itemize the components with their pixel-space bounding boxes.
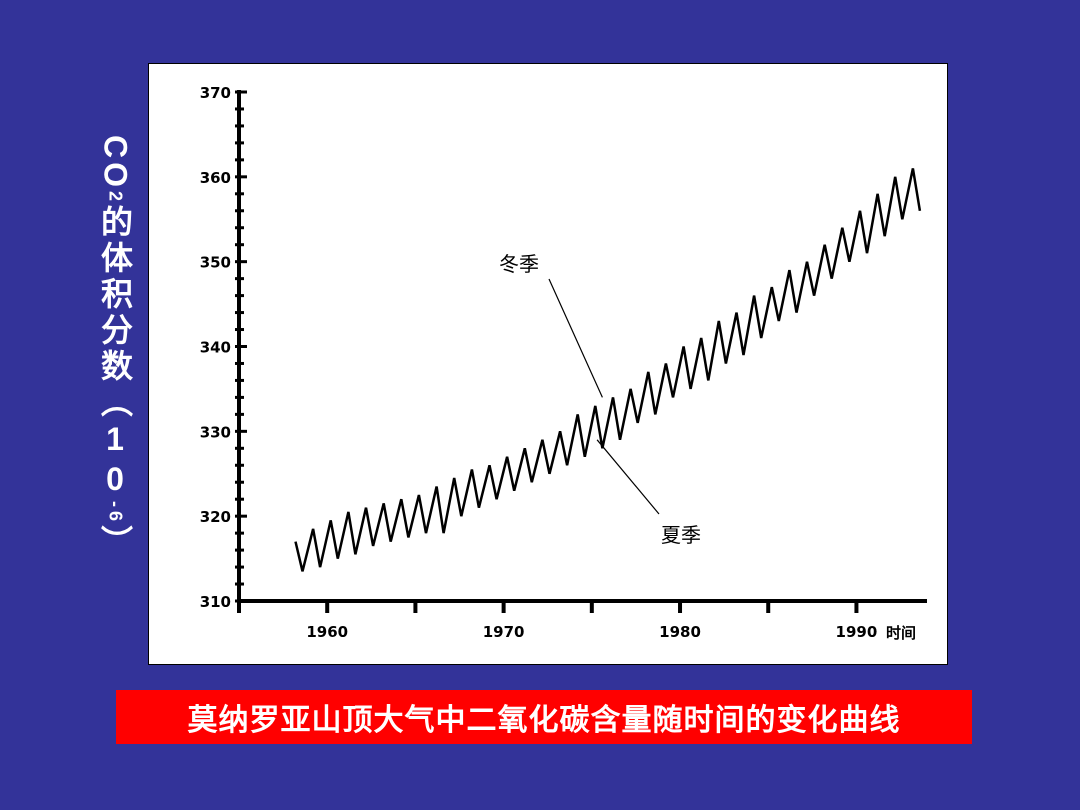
y-tick-label: 320	[200, 508, 231, 526]
x-axis-label: 时间	[886, 624, 916, 642]
annotation-winter: 冬季	[499, 252, 539, 276]
ylabel-sub2: 2	[105, 191, 126, 206]
y-tick-label: 310	[200, 593, 231, 611]
y-tick-label: 360	[200, 169, 231, 187]
annotation-winter-pointer	[548, 278, 603, 398]
annotation-summer: 夏季	[661, 523, 701, 547]
ylabel-co: CO	[97, 135, 134, 191]
x-tick-label: 1980	[659, 623, 701, 641]
ylabel-text: 的体积分数（10	[97, 205, 133, 502]
x-tick-label: 1960	[306, 623, 348, 641]
y-tick-label: 340	[200, 339, 231, 357]
y-axis-label: CO 2 的体积分数（10 -6）	[90, 135, 140, 575]
ylabel-exp: -6	[105, 501, 126, 526]
ylabel-close: ）	[97, 525, 133, 562]
y-tick-label: 330	[200, 423, 231, 441]
y-tick-label: 350	[200, 254, 231, 272]
y-tick-label: 370	[200, 84, 231, 102]
x-tick-label: 1990	[836, 623, 878, 641]
co2-series-line	[294, 168, 922, 572]
co2-chart: 310 320 330 340 350 360 370 1960 1970 1980 1990 时间 冬…	[200, 84, 927, 642]
annotation-summer-pointer	[596, 439, 660, 515]
chart-caption: 莫纳罗亚山顶大气中二氧化碳含量随时间的变化曲线	[116, 690, 972, 744]
chart-panel: 310 320 330 340 350 360 370 1960 1970 1980 1990 时间 冬…	[148, 63, 948, 665]
x-tick-label: 1970	[483, 623, 525, 641]
